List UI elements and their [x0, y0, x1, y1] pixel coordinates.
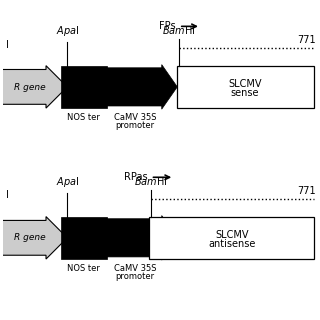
Text: NOS ter: NOS ter: [67, 264, 100, 273]
Text: sense: sense: [231, 88, 259, 98]
Text: I: I: [6, 40, 9, 50]
FancyArrow shape: [107, 65, 177, 109]
Text: promoter: promoter: [115, 121, 155, 130]
Text: SLCMV: SLCMV: [228, 79, 262, 89]
Text: 771: 771: [297, 35, 316, 44]
Bar: [61, 66, 107, 108]
FancyArrow shape: [107, 216, 177, 260]
FancyArrow shape: [0, 217, 67, 259]
Text: $\it{Apa}$I: $\it{Apa}$I: [56, 175, 79, 189]
Text: 771: 771: [297, 186, 316, 196]
Text: R gene: R gene: [14, 83, 45, 92]
Text: promoter: promoter: [115, 272, 155, 281]
Bar: [61, 217, 107, 259]
Text: FPs: FPs: [159, 21, 176, 31]
Text: CaMV 35S: CaMV 35S: [114, 114, 156, 123]
Text: $\it{Apa}$I: $\it{Apa}$I: [56, 24, 79, 38]
Text: $\it{Bam}$HI: $\it{Bam}$HI: [162, 24, 196, 36]
Text: I: I: [6, 189, 9, 200]
Text: NOS ter: NOS ter: [67, 114, 100, 123]
Bar: [177, 66, 314, 108]
Text: RPas: RPas: [124, 172, 148, 182]
Text: $\it{Bam}$HI: $\it{Bam}$HI: [134, 175, 167, 187]
Text: R gene: R gene: [14, 234, 45, 243]
Text: SLCMV: SLCMV: [216, 230, 249, 240]
Bar: [149, 217, 314, 259]
Text: CaMV 35S: CaMV 35S: [114, 264, 156, 273]
Text: antisense: antisense: [209, 239, 256, 249]
FancyArrow shape: [0, 66, 67, 108]
